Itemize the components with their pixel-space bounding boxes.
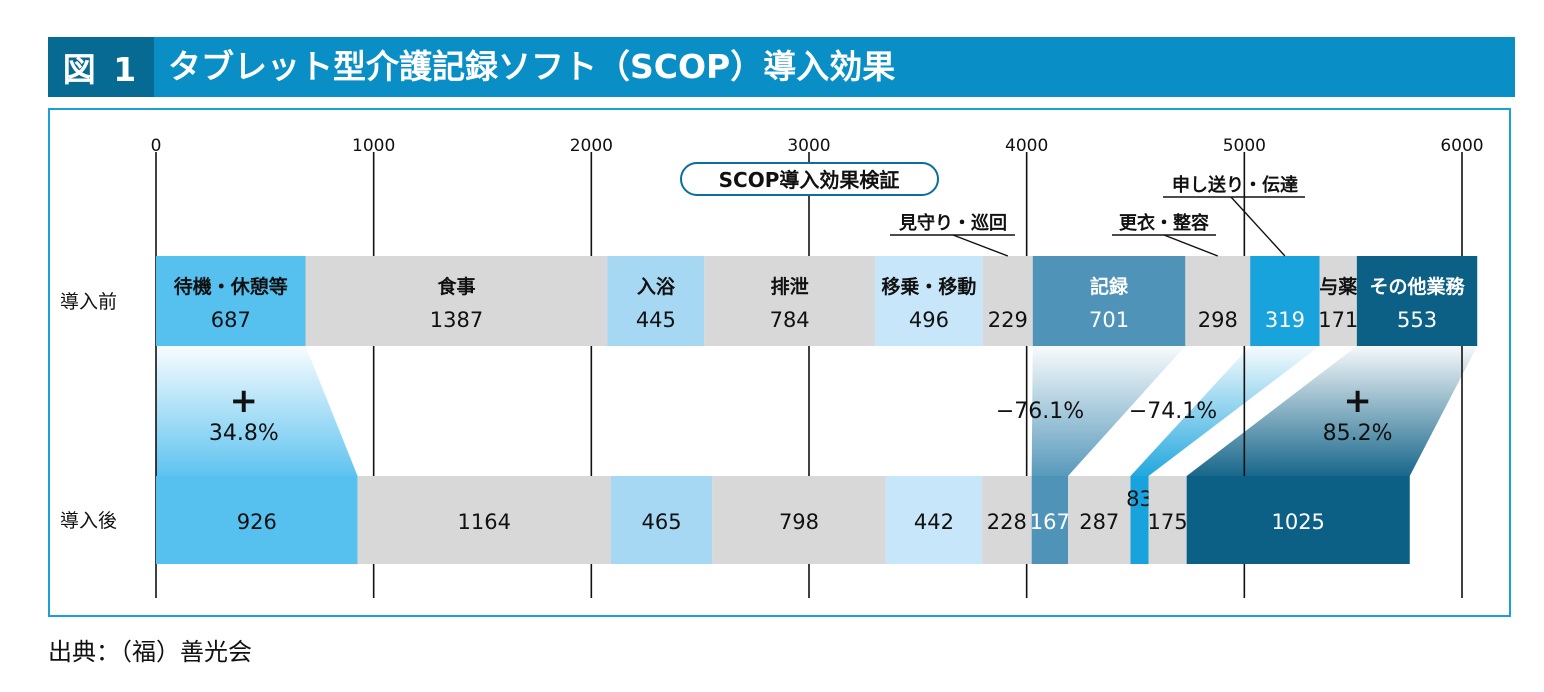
x-tick-label: 3000: [787, 136, 830, 156]
bar-category-label: 記録: [1090, 275, 1129, 298]
bar-segment: [1319, 256, 1357, 346]
bar-segment: [1356, 256, 1478, 346]
bar-segment: [610, 476, 713, 564]
bar-value-label: 442: [914, 510, 954, 534]
bar-category-label: その他業務: [1370, 275, 1466, 298]
x-tick-label: 4000: [1005, 136, 1048, 156]
bar-value-label: 298: [1198, 308, 1238, 332]
figure-label: 図 1: [48, 37, 154, 97]
x-tick-label: 6000: [1440, 136, 1483, 156]
x-tick-label: 1000: [352, 136, 395, 156]
bar-value-label: 228: [987, 510, 1027, 534]
bar-segment: [156, 256, 306, 346]
bar-value-label: 687: [211, 308, 251, 332]
bar-segment: [1068, 476, 1131, 564]
callout-pointer: [1230, 196, 1286, 257]
change-percent: −76.1%: [996, 399, 1084, 424]
badge-pill: [680, 162, 939, 196]
bar-value-label: 171: [1318, 308, 1358, 332]
callout-label: 見守り・巡回: [898, 212, 1007, 234]
change-band: [1186, 346, 1478, 476]
title-bar: 図 1 タブレット型介護記録ソフト（SCOP）導入効果: [48, 37, 1515, 97]
bar-category-label: 移乗・移動: [881, 275, 976, 298]
bar-value-label: 175: [1148, 510, 1188, 534]
bar-segment: [982, 256, 1033, 346]
bar-value-label: 1387: [430, 308, 483, 332]
x-tick-label: 5000: [1223, 136, 1266, 156]
page-title: タブレット型介護記録ソフト（SCOP）導入効果: [168, 47, 896, 86]
bar-segment: [874, 256, 983, 346]
change-percent: 85.2%: [1323, 421, 1393, 446]
bar-value-label: 926: [237, 510, 277, 534]
bar-value-label: 798: [779, 510, 819, 534]
bar-value-label: 553: [1397, 308, 1437, 332]
bar-segment: [156, 476, 358, 564]
bar-value-label: 1025: [1271, 510, 1324, 534]
source-note: 出典：（福）善光会: [48, 638, 252, 666]
badge-label: SCOP導入効果検証: [719, 168, 900, 192]
bar-segment: [982, 476, 1032, 564]
bar-category-label: 食事: [437, 275, 475, 298]
change-sign: +: [1343, 381, 1372, 421]
bar-category-label: 待機・休憩等: [174, 275, 288, 298]
bar-category-label: 与薬: [1319, 275, 1357, 298]
callout-label: 申し送り・伝達: [1172, 174, 1298, 196]
bar-value-label: 287: [1079, 510, 1119, 534]
callout-pointer: [952, 234, 1009, 257]
row-label: 導入前: [60, 291, 117, 313]
callout-label: 更衣・整容: [1119, 212, 1209, 234]
bar-value-label: 229: [988, 308, 1028, 332]
bar-value-label: 83: [1126, 487, 1153, 511]
bar-segment: [357, 476, 611, 564]
bar-value-label: 445: [636, 308, 676, 332]
bar-value-label: 701: [1089, 308, 1129, 332]
bar-value-label: 167: [1030, 510, 1070, 534]
bar-category-label: 入浴: [637, 276, 676, 298]
bar-segment: [1250, 256, 1320, 346]
callout-pointer: [1163, 234, 1219, 257]
bar-value-label: 465: [641, 510, 681, 534]
bar-segment: [1186, 476, 1410, 564]
bar-segment: [305, 256, 608, 346]
change-band: [1031, 346, 1186, 476]
x-tick-label: 0: [151, 136, 162, 156]
bar-segment: [1032, 256, 1186, 346]
bar-segment: [607, 256, 705, 346]
row-label: 導入後: [60, 510, 117, 532]
bar-segment: [704, 256, 875, 346]
bar-segment: [1148, 476, 1187, 564]
x-tick-label: 2000: [570, 136, 613, 156]
bar-category-label: 排泄: [771, 275, 809, 298]
bar-segment: [1185, 256, 1251, 346]
change-band: [1130, 346, 1320, 476]
change-percent: 34.8%: [209, 421, 279, 446]
bar-value-label: 496: [909, 308, 949, 332]
change-band: [156, 346, 358, 476]
bar-value-label: 319: [1265, 308, 1305, 332]
change-sign: +: [230, 381, 259, 421]
bar-segment: [1031, 476, 1069, 564]
chart-frame: [48, 108, 1511, 617]
bar-segment: [885, 476, 983, 564]
bar-segment: [712, 476, 886, 564]
change-percent: −74.1%: [1129, 399, 1217, 424]
bar-value-label: 784: [770, 308, 810, 332]
bar-value-label: 1164: [458, 510, 511, 534]
bar-segment: [1130, 476, 1149, 564]
